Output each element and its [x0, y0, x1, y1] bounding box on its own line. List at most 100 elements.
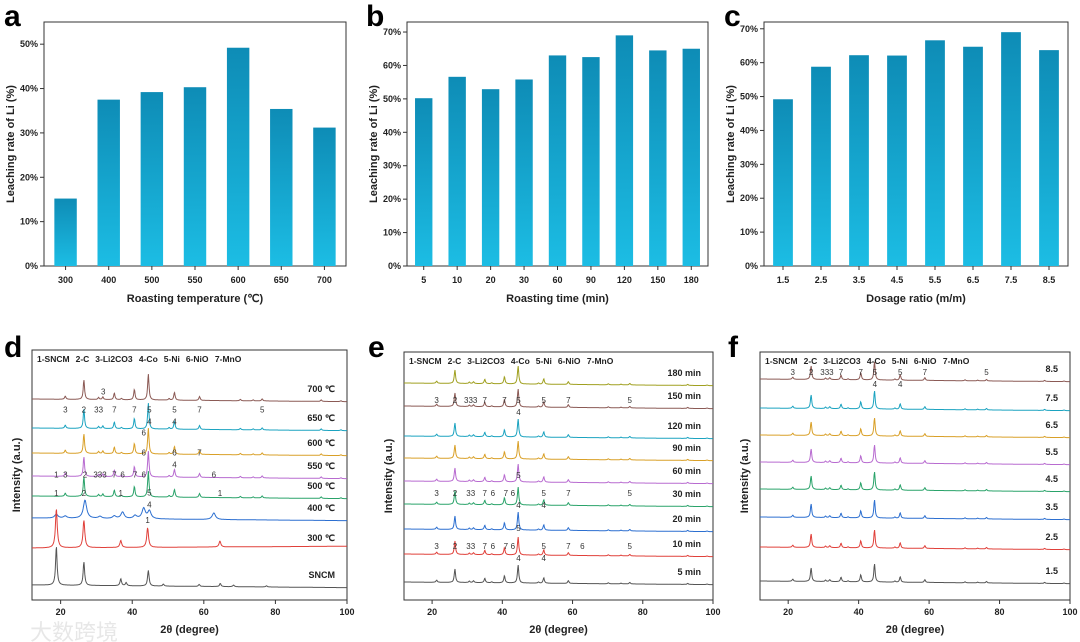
- y-axis-label: Intensity (a.u.): [739, 438, 751, 513]
- bar-4.5: [887, 55, 907, 266]
- y-axis-label: Intensity (a.u.): [11, 437, 23, 512]
- curve-label: 3.5: [1045, 502, 1058, 512]
- peak-annotation: 2: [809, 368, 814, 377]
- peak-annotation: 5: [147, 489, 152, 498]
- plot-frame: [403, 351, 714, 601]
- peak-annotation: 6: [491, 542, 496, 551]
- x-tick-label: 180: [684, 275, 699, 285]
- xrd-curve-650: [32, 403, 347, 432]
- curve-label: 180 min: [667, 368, 701, 378]
- x-tick-label: 20: [56, 607, 66, 617]
- bar-10: [448, 76, 466, 266]
- legend-entry: 4-Co: [867, 356, 886, 366]
- legend-entry: 1-SNCM: [37, 354, 70, 364]
- panel-label-b: b: [366, 0, 384, 33]
- x-tick-label: 60: [199, 607, 209, 617]
- y-tick-label: 60%: [383, 60, 401, 70]
- peak-annotation: 4: [172, 418, 177, 427]
- peak-annotation: 7: [504, 542, 509, 551]
- bar-500: [140, 92, 164, 266]
- peak-annotation: 7: [112, 406, 117, 415]
- x-tick-label: 100: [705, 607, 720, 617]
- peak-annotation: 7: [197, 406, 202, 415]
- peak-annotation: 6: [491, 489, 496, 498]
- x-tick-label: 80: [270, 607, 280, 617]
- x-tick-label: 4.5: [891, 275, 904, 285]
- xrd-curve-400: [32, 499, 347, 522]
- curve-label: 2.5: [1045, 532, 1058, 542]
- y-tick-label: 20%: [740, 193, 758, 203]
- curve-label: 10 min: [672, 539, 701, 549]
- curve-label: 500 ℃: [307, 481, 335, 491]
- x-tick-label: 60: [552, 275, 562, 285]
- peak-annotation: 7: [504, 489, 509, 498]
- y-tick-label: 0%: [745, 261, 758, 271]
- peak-annotation: 7: [133, 471, 138, 480]
- peak-annotation: 33: [466, 489, 475, 498]
- y-tick-label: 70%: [740, 24, 758, 34]
- plot-frame: [31, 349, 348, 601]
- peak-annotation: 5: [147, 406, 152, 415]
- x-tick-label: 100: [1062, 607, 1077, 617]
- legend-entry: 6-NiO: [558, 356, 581, 366]
- legend-entry: 5-Ni: [164, 354, 180, 364]
- xrd-curve-300: [32, 509, 347, 549]
- peak-annotation: 7: [483, 542, 488, 551]
- xrd-curve-600: [32, 428, 347, 457]
- x-tick-label: 10: [452, 275, 462, 285]
- x-tick-label: 80: [995, 607, 1005, 617]
- x-tick-label: 3.5: [853, 275, 866, 285]
- x-tick-label: 7.5: [1005, 275, 1018, 285]
- peak-annotation: 5: [628, 542, 633, 551]
- curve-label: SNCM: [309, 570, 336, 580]
- x-tick-label: 550: [187, 275, 202, 285]
- curve-label: 4.5: [1045, 474, 1058, 484]
- bar-chart-b: 0% 10% 20% 30% 40% 50% 60% 70% 5 10 20 30 60 90 120 150…: [368, 21, 709, 305]
- peak-annotation: 1: [54, 489, 59, 498]
- peak-annotation: 3: [434, 489, 439, 498]
- peak-annotation: 4: [516, 554, 521, 563]
- panel-label-d: d: [4, 331, 22, 364]
- y-tick-label: 70%: [383, 27, 401, 37]
- legend-entry: 1-SNCM: [409, 356, 442, 366]
- xrd-curve-60min: [404, 464, 713, 485]
- peak-annotation: 4: [542, 554, 547, 563]
- curve-label: 700 ℃: [307, 384, 335, 394]
- peak-annotation: 5: [542, 542, 547, 551]
- peak-annotation: 5: [542, 489, 547, 498]
- xrd-curve-10min: [404, 537, 713, 558]
- x-tick-label: 40: [854, 607, 864, 617]
- peak-annotation: 7: [566, 542, 571, 551]
- bar-60: [548, 55, 567, 267]
- peak-annotation: 1: [145, 516, 150, 525]
- peak-annotation: 6: [141, 449, 146, 458]
- peak-annotation: 3: [63, 471, 68, 480]
- peak-annotation: 1: [218, 489, 223, 498]
- curve-label: 5 min: [677, 567, 701, 577]
- x-axis-label: Roasting time (min): [506, 293, 609, 305]
- peak-annotation: 2: [82, 489, 87, 498]
- xrd-curve-1.5: [760, 564, 1070, 585]
- peak-annotation: 2: [453, 489, 458, 498]
- x-tick-label: 600: [231, 275, 246, 285]
- legend-entry: 2-C: [448, 356, 462, 366]
- y-tick-label: 40%: [740, 125, 758, 135]
- y-tick-label: 20%: [383, 194, 401, 204]
- legend-entry: 4-Co: [511, 356, 530, 366]
- xrd-chart-d: 20 40 60 80 100 2θ (degree) Intensity (a.u.) 1-…: [11, 349, 355, 636]
- x-tick-label: 700: [317, 275, 332, 285]
- curve-label: 20 min: [672, 514, 701, 524]
- xrd-curve-700: [32, 374, 347, 403]
- xrd-curve-5.5: [760, 445, 1070, 466]
- bar-3.5: [849, 55, 869, 266]
- x-axis-label: 2θ (degree): [160, 624, 219, 636]
- peak-annotation: 4: [898, 380, 903, 389]
- peak-annotation: 33: [466, 542, 475, 551]
- peak-annotation: 6: [580, 542, 585, 551]
- x-tick-label: 60: [568, 607, 578, 617]
- bar-650: [270, 108, 293, 266]
- xrd-curve-150min: [404, 389, 713, 410]
- legend-entry: 5-Ni: [536, 356, 552, 366]
- y-axis-label: Leaching rate of Li (%): [368, 85, 380, 203]
- peak-annotation: 4: [147, 418, 152, 427]
